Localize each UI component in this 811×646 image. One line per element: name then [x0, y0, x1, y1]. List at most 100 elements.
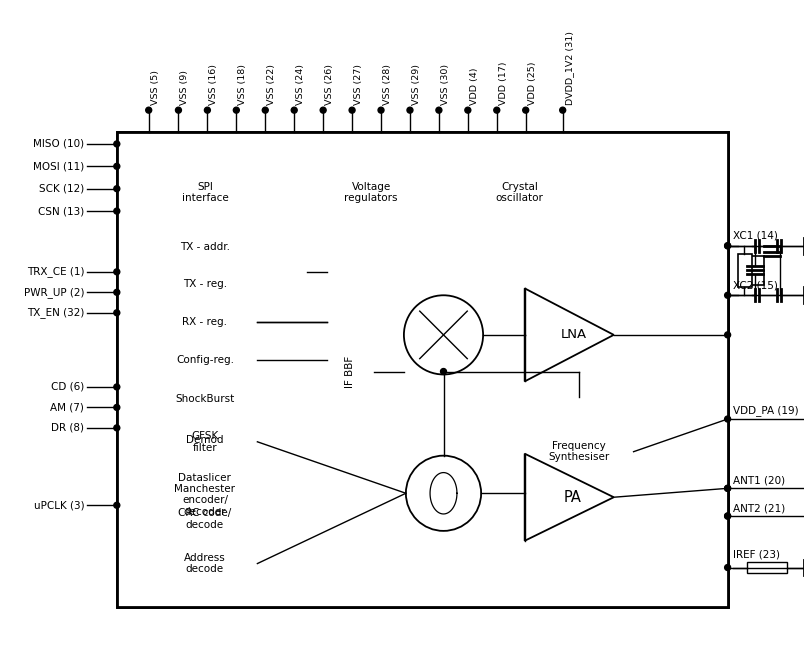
Circle shape [440, 368, 446, 375]
Circle shape [114, 425, 120, 431]
Circle shape [114, 141, 120, 147]
Bar [117, 132, 727, 607]
Bar [749, 256, 763, 286]
Text: VSS (16): VSS (16) [209, 64, 218, 105]
Circle shape [723, 485, 730, 492]
Text: Crystal
oscillator: Crystal oscillator [496, 182, 543, 203]
Text: VDD (25): VDD (25) [527, 62, 536, 105]
Text: Address
decode: Address decode [184, 553, 225, 574]
Bar [153, 165, 257, 219]
Text: CD (6): CD (6) [51, 382, 84, 392]
Circle shape [349, 107, 354, 113]
Text: ShockBurst: ShockBurst [175, 394, 234, 404]
Circle shape [114, 163, 120, 169]
Circle shape [262, 107, 268, 113]
Circle shape [723, 243, 730, 249]
Bar [153, 342, 257, 377]
Bar [326, 288, 374, 455]
Circle shape [320, 107, 326, 113]
Bar [153, 545, 257, 582]
Text: CRC code/
decode: CRC code/ decode [178, 508, 231, 530]
Text: IF BBF: IF BBF [345, 355, 355, 388]
Circle shape [114, 269, 120, 275]
Text: XC2 (15): XC2 (15) [732, 280, 776, 290]
Circle shape [114, 404, 120, 410]
Text: Config-reg.: Config-reg. [176, 355, 234, 364]
Bar [524, 397, 633, 506]
Bar [153, 267, 257, 302]
Text: DR (8): DR (8) [51, 423, 84, 433]
Circle shape [114, 503, 120, 508]
Circle shape [233, 107, 239, 113]
Text: SCK (12): SCK (12) [39, 183, 84, 194]
Text: ANT2 (21): ANT2 (21) [732, 503, 784, 513]
Circle shape [723, 332, 730, 338]
Text: VSS (29): VSS (29) [411, 64, 420, 105]
Circle shape [493, 107, 499, 113]
Text: VSS (9): VSS (9) [180, 70, 189, 105]
Text: DVDD_1V2 (31): DVDD_1V2 (31) [564, 31, 573, 105]
Text: CSN (13): CSN (13) [38, 206, 84, 216]
Circle shape [723, 513, 730, 519]
Bar [153, 470, 257, 530]
Bar [316, 165, 425, 219]
Circle shape [114, 384, 120, 390]
Text: VSS (18): VSS (18) [238, 64, 247, 105]
Circle shape [204, 107, 210, 113]
Text: VSS (28): VSS (28) [383, 64, 392, 105]
Text: VDD (17): VDD (17) [498, 62, 507, 105]
Circle shape [522, 107, 528, 113]
Text: PA: PA [563, 490, 581, 505]
Bar [153, 304, 257, 340]
Circle shape [723, 565, 730, 570]
Bar [465, 165, 573, 219]
Text: VSS (26): VSS (26) [324, 64, 333, 105]
Circle shape [723, 416, 730, 422]
Text: Voltage
regulators: Voltage regulators [344, 182, 397, 203]
Text: IREF (23): IREF (23) [732, 550, 779, 559]
Bar [117, 132, 727, 607]
Text: XC1 (14): XC1 (14) [732, 231, 776, 241]
Text: VSS (30): VSS (30) [440, 64, 449, 105]
Text: VSS (5): VSS (5) [151, 70, 160, 105]
Circle shape [723, 513, 730, 519]
Circle shape [723, 485, 730, 492]
Circle shape [145, 107, 152, 113]
Text: Frequency
Synthesiser: Frequency Synthesiser [547, 441, 609, 463]
Text: MISO (10): MISO (10) [33, 139, 84, 149]
Circle shape [114, 208, 120, 214]
Circle shape [175, 107, 181, 113]
Bar [153, 424, 257, 455]
Text: VSS (24): VSS (24) [296, 64, 305, 105]
Text: AM (7): AM (7) [50, 402, 84, 412]
Text: TRX_CE (1): TRX_CE (1) [27, 266, 84, 277]
Text: MOSI (11): MOSI (11) [33, 162, 84, 171]
Text: Dataslicer: Dataslicer [178, 474, 231, 483]
Circle shape [406, 107, 413, 113]
Text: GFSK
filter: GFSK filter [191, 431, 218, 453]
Text: Demod: Demod [186, 435, 223, 445]
Bar [153, 421, 257, 463]
Bar [153, 229, 257, 265]
Text: uPCLK (3): uPCLK (3) [33, 500, 84, 510]
Circle shape [464, 107, 470, 113]
Bar [153, 464, 257, 494]
Text: Manchester
encoder/
decoder: Manchester encoder/ decoder [174, 484, 235, 517]
Circle shape [114, 186, 120, 192]
Text: RX - reg.: RX - reg. [182, 317, 227, 327]
Text: LNA: LNA [560, 328, 586, 341]
Bar [139, 150, 307, 589]
Circle shape [114, 310, 120, 316]
Text: TX_EN (32): TX_EN (32) [27, 307, 84, 318]
Circle shape [378, 107, 384, 113]
Text: TX - addr.: TX - addr. [180, 242, 230, 252]
Bar [153, 382, 257, 416]
Circle shape [723, 243, 730, 249]
Text: VDD_PA (19): VDD_PA (19) [732, 405, 797, 416]
Text: ANT1 (20): ANT1 (20) [732, 475, 783, 485]
Text: SPI
interface: SPI interface [182, 182, 228, 203]
Circle shape [559, 107, 565, 113]
Bar [746, 561, 786, 574]
Circle shape [723, 292, 730, 298]
Bar [139, 150, 307, 589]
